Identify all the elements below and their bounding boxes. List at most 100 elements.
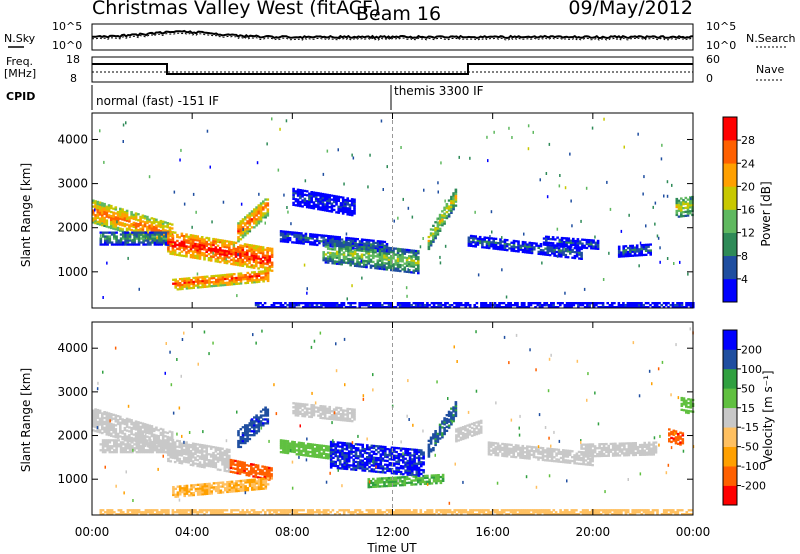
echo-cell: [232, 471, 235, 474]
echo-cell: [137, 436, 140, 440]
echo-cell: [329, 237, 332, 240]
echo-cell: [176, 282, 180, 285]
y-tick-label: 1000: [57, 265, 88, 279]
echo-cell: [173, 231, 177, 234]
echo-cell: [207, 243, 211, 246]
echo-cell: [282, 238, 285, 241]
echo-cell: [363, 247, 366, 251]
echo-cell: [241, 254, 245, 257]
echo-cell: [509, 302, 512, 305]
echo-cell: [317, 410, 320, 413]
echo-cell: [248, 216, 252, 219]
echo-cell: [346, 201, 349, 204]
echo-cell: [361, 463, 364, 466]
echo-cell: [183, 488, 186, 492]
echo-cell: [164, 237, 168, 240]
echo-cell: [466, 302, 470, 305]
echo-cell: [172, 489, 175, 493]
echo-cell: [205, 490, 209, 493]
echo-cell: [128, 243, 132, 246]
echo-cell: [137, 451, 141, 454]
echo-cell: [367, 250, 371, 253]
echo-cell: [176, 455, 179, 458]
echo-cell: [162, 441, 166, 444]
echo-cell: [284, 441, 287, 445]
echo-cell: [259, 416, 263, 419]
echo-cell: [207, 253, 211, 256]
echo-cell: [174, 282, 177, 285]
echo-cell: [309, 233, 312, 236]
echo-cell: [490, 237, 493, 240]
echo-cell: [308, 204, 311, 207]
echo-cell: [368, 456, 371, 459]
echo-cell: [164, 235, 168, 238]
echo-cell: [185, 484, 189, 487]
echo-cell: [303, 405, 307, 408]
echo-cell: [291, 448, 294, 451]
echo-cell: [438, 213, 442, 217]
echo-point: [666, 180, 669, 184]
echo-cell: [137, 432, 140, 436]
echo-cell: [187, 249, 190, 252]
echo-cell: [250, 250, 254, 253]
echo-cell: [548, 254, 552, 257]
echo-cell: [172, 487, 175, 491]
echo-cell: [304, 304, 307, 307]
echo-cell: [223, 469, 227, 472]
echo-cell: [250, 463, 253, 466]
echo-cell: [105, 223, 109, 226]
echo-cell: [250, 212, 254, 215]
echo-cell: [294, 204, 298, 207]
echo-cell: [439, 304, 443, 307]
echo-cell: [338, 245, 341, 248]
echo-cell: [123, 428, 127, 432]
echo-cell: [144, 451, 148, 454]
echo-cell: [335, 414, 338, 417]
echo-cell: [414, 255, 418, 259]
echo-cell: [171, 448, 175, 452]
echo-cell: [262, 483, 265, 486]
echo-cell: [363, 265, 366, 268]
echo-cell: [358, 306, 361, 309]
echo-cell: [385, 256, 389, 259]
cpid-mode-1: normal (fast) -151 IF: [96, 94, 219, 108]
echo-cell: [262, 280, 265, 283]
echo-cell: [644, 247, 648, 250]
echo-cell: [328, 194, 331, 197]
colorbar-tick-label: 28: [741, 134, 755, 147]
echo-cell: [244, 232, 247, 235]
echo-cell: [173, 249, 177, 252]
echo-cell: [450, 304, 454, 307]
echo-cell: [151, 443, 154, 446]
echo-cell: [323, 205, 327, 208]
echo-cell: [329, 247, 332, 251]
echo-cell: [226, 483, 229, 486]
echo-cell: [291, 233, 294, 236]
echo-cell: [345, 444, 349, 447]
echo-cell: [212, 276, 216, 280]
echo-cell: [317, 208, 320, 211]
echo-cell: [292, 406, 295, 409]
echo-cell: [313, 455, 317, 458]
echo-cell: [329, 235, 332, 238]
echo-cell: [151, 241, 154, 244]
echo-cell: [235, 278, 238, 282]
echo-cell: [282, 449, 285, 452]
echo-cell: [146, 219, 149, 223]
echo-cell: [137, 445, 141, 448]
echo-cell: [245, 472, 249, 475]
echo-cell: [438, 221, 442, 225]
echo-cell: [282, 240, 285, 243]
echo-cell: [335, 201, 338, 204]
echo-cell: [390, 306, 393, 309]
echo-cell: [344, 247, 348, 250]
echo-cell: [203, 450, 206, 453]
echo-cell: [300, 232, 303, 235]
echo-cell: [595, 302, 598, 305]
echo-cell: [297, 237, 301, 241]
echo-cell: [234, 459, 237, 463]
echo-cell: [223, 249, 227, 252]
echo-cell: [106, 231, 109, 234]
echo-cell: [99, 237, 103, 240]
echo-cell: [381, 253, 384, 257]
